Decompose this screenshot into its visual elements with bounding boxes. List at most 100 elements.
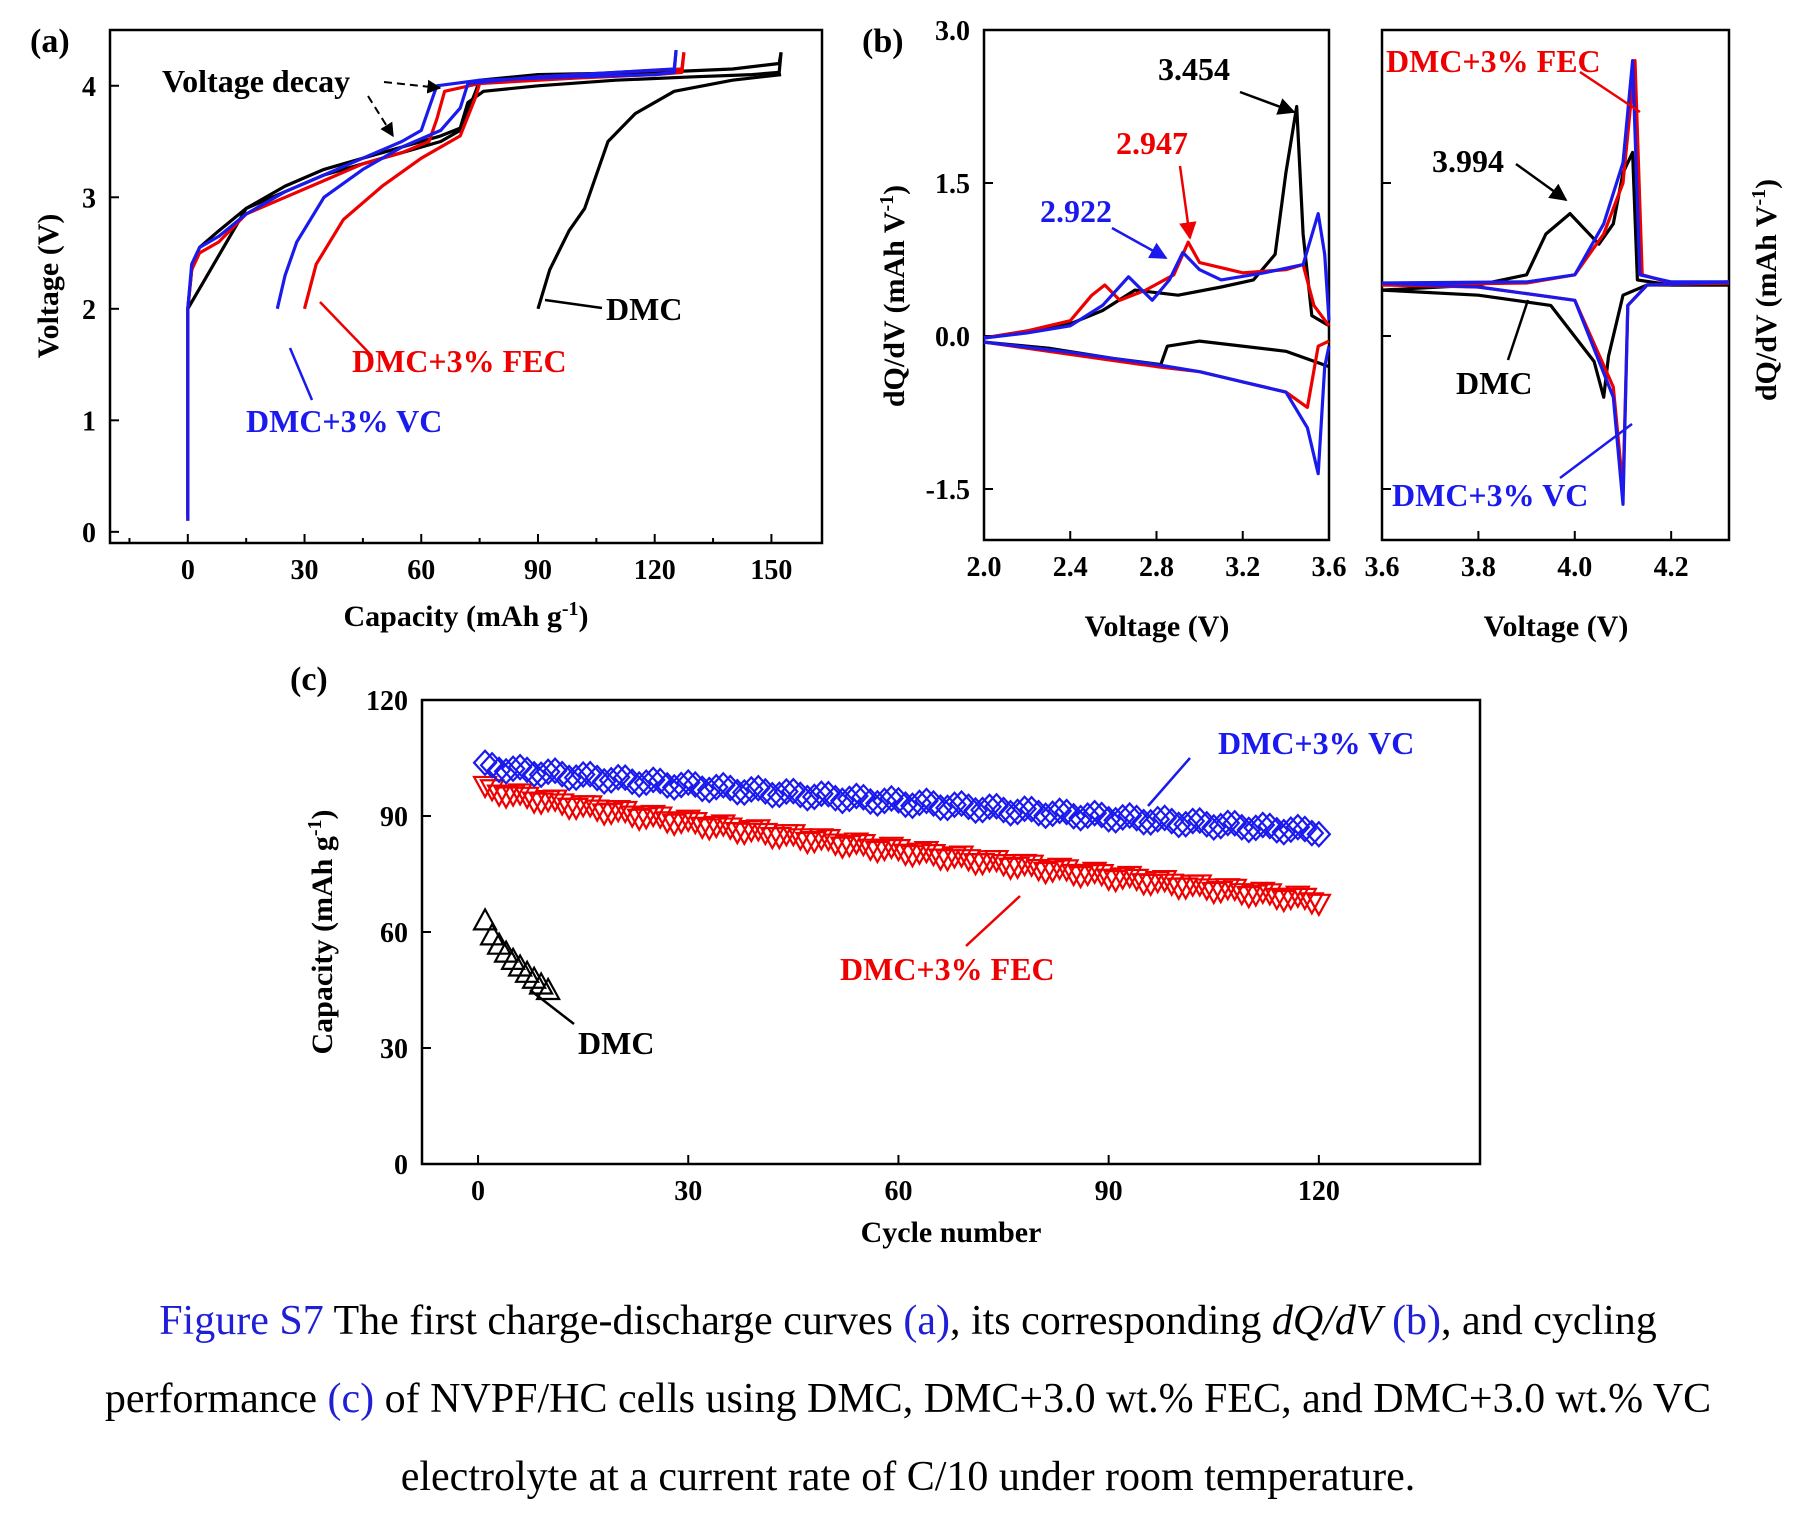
annotation-voltage-decay: Voltage decay — [162, 63, 350, 99]
c-vc-marker — [1047, 797, 1073, 825]
c-vc-marker — [984, 792, 1010, 820]
a-y-tick-label: 1 — [82, 406, 96, 437]
c-vc-marker — [1236, 816, 1262, 844]
c-vc-marker — [1201, 813, 1227, 842]
panel-label-c: (c) — [290, 661, 328, 698]
c-fec-marker — [1298, 892, 1325, 916]
a-vc-discharge-curve — [275, 49, 678, 310]
c-vc-marker — [640, 766, 666, 794]
c-vc-marker — [808, 780, 834, 808]
c-vc-marker — [1040, 800, 1066, 828]
c-vc-marker — [759, 781, 785, 809]
c-vc-marker — [1054, 798, 1080, 826]
figure-caption: Figure S7 The first charge-discharge cur… — [30, 1282, 1786, 1516]
c-fec-marker — [563, 797, 590, 822]
b-dmc-right-discharge-curve — [1381, 283, 1729, 399]
c-vc-marker — [1173, 810, 1199, 838]
a-y-tick-label: 4 — [82, 72, 96, 103]
c-vc-marker — [850, 783, 876, 811]
caption-part-4: , and cycling — [1441, 1298, 1657, 1344]
c-fec-marker — [766, 826, 793, 851]
c-fec-marker — [1263, 887, 1290, 912]
c-x-tick-label: 120 — [1298, 1176, 1340, 1207]
c-fec-marker — [472, 775, 498, 800]
c-vc-marker — [605, 763, 631, 791]
c-vc-marker — [1187, 806, 1213, 835]
c-vc-marker — [1082, 799, 1108, 827]
c-vc-marker — [780, 777, 806, 805]
b-left-x-tick-label: 3.2 — [1225, 552, 1260, 583]
b-left-x-tick-label: 2.0 — [967, 552, 1002, 583]
c-fec-marker — [1277, 887, 1304, 912]
caption-part-6: of NVPF/HC cells using DMC, DMC+3.0 wt.%… — [374, 1376, 1712, 1422]
c-vc-marker — [1005, 798, 1031, 826]
arrow-2947 — [1178, 165, 1197, 240]
b-vc-left-discharge-curve — [983, 340, 1331, 476]
c-fec-marker — [801, 831, 828, 855]
c-vc-marker — [766, 781, 792, 809]
c-vc-marker — [1103, 806, 1129, 834]
c-fec-marker — [969, 852, 996, 877]
c-vc-marker — [1096, 805, 1122, 833]
b-dmc-right-charge-curve — [1381, 150, 1729, 292]
c-y-tick-label: 30 — [380, 1034, 408, 1065]
b-left-y-tick-label: 3.0 — [935, 16, 970, 47]
c-fec-marker — [1095, 868, 1122, 892]
c-fec-marker — [1102, 869, 1129, 894]
c-fec-marker — [689, 816, 716, 841]
caption-part-3 — [1382, 1298, 1393, 1344]
label-line-c-vc — [1147, 757, 1191, 807]
c-y-tick-label: 90 — [380, 802, 408, 833]
c-vc-marker — [696, 776, 722, 804]
c-fec-marker — [780, 824, 807, 848]
label-line-b-fec — [1579, 70, 1641, 114]
figure: .ax { fill: none; stroke: #000; stroke-w… — [30, 16, 1783, 1249]
a-dmc-discharge-curve-2 — [536, 73, 782, 310]
c-vc-marker — [1012, 795, 1038, 823]
c-vc-marker — [892, 790, 918, 819]
caption-italic-dqdv: dQ/dV — [1271, 1298, 1382, 1344]
label-a-dmc: DMC — [606, 291, 682, 327]
b-right-x-tick-label: 4.2 — [1654, 552, 1689, 583]
c-vc-marker — [521, 760, 547, 788]
c-vc-marker — [963, 796, 989, 825]
c-fec-marker — [500, 784, 526, 808]
c-vc-marker — [1131, 808, 1157, 836]
arrow-3454 — [1239, 90, 1296, 115]
annotation-2922: 2.922 — [1040, 193, 1112, 229]
b-right-x-tick-label: 3.6 — [1365, 552, 1400, 583]
a-dmc-charge-curve — [186, 52, 783, 516]
b-dmc-left-discharge-curve — [983, 339, 1330, 369]
c-vc-marker — [843, 782, 869, 810]
caption-ref-c[interactable]: (c) — [327, 1376, 375, 1422]
c-vc-marker — [752, 777, 778, 806]
b-right-x-tick-label: 3.8 — [1461, 552, 1496, 583]
c-vc-marker — [885, 786, 911, 814]
a-y-tick-label: 0 — [82, 518, 96, 549]
c-vc-marker — [920, 789, 946, 818]
c-vc-marker — [556, 764, 582, 792]
c-vc-marker — [1222, 809, 1248, 837]
c-vc-marker — [717, 774, 743, 802]
c-fec-marker — [542, 789, 568, 813]
y-axis-label-b-right: dQ/dV (mAh V-1) — [1748, 179, 1783, 401]
label-line-c-fec — [965, 895, 1021, 947]
c-fec-marker — [864, 840, 891, 865]
c-x-tick-label: 60 — [884, 1176, 912, 1207]
c-vc-marker — [745, 774, 771, 802]
c-fec-marker — [584, 799, 611, 823]
c-vc-marker — [479, 751, 505, 779]
c-fec-marker — [822, 833, 849, 857]
c-vc-marker — [970, 796, 996, 824]
c-vc-marker — [493, 757, 519, 785]
c-dmc-marker — [535, 976, 561, 1001]
caption-ref-a[interactable]: (a) — [903, 1298, 950, 1344]
c-vc-marker — [710, 771, 736, 799]
c-fec-marker — [1067, 866, 1094, 890]
voltage-decay-arrow-1 — [383, 79, 442, 94]
c-fec-marker — [1242, 884, 1269, 908]
caption-ref-b[interactable]: (b) — [1392, 1298, 1442, 1344]
c-fec-marker — [1109, 867, 1136, 891]
a-x-tick-label: 150 — [750, 555, 792, 586]
c-fec-marker — [1060, 863, 1087, 888]
